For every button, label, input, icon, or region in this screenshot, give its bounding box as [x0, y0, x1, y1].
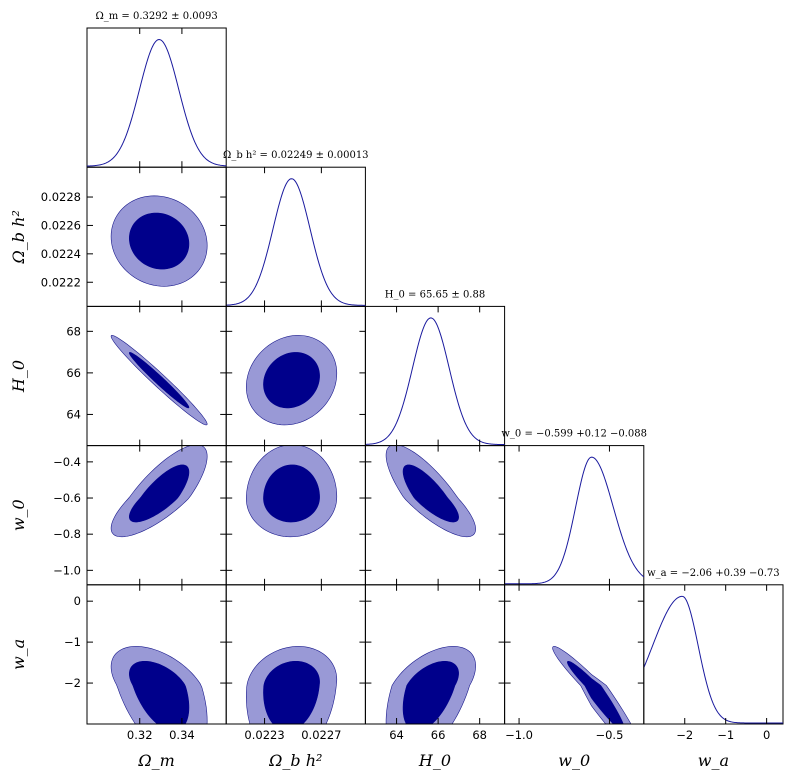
marginal-title-w0: w_0 = −0.599 +0.12 −0.088 — [501, 429, 647, 440]
xtick-label-H0: 66 — [431, 728, 446, 742]
contour-group-omega_m-H0 — [110, 335, 208, 426]
marginal-title-wa: w_a = −2.06 +0.39 −0.73 — [647, 568, 780, 579]
xtick-label-w0: −1.0 — [505, 728, 533, 742]
marginal-curve-wa — [643, 595, 783, 724]
contour-68-omega_b_h2-w0 — [263, 464, 320, 523]
xtick-label-omega_b_h2: 0.0227 — [301, 728, 341, 742]
contour-group-omega_m-w0 — [110, 445, 208, 538]
xtick-label-wa: −1 — [717, 728, 734, 742]
contour-68-omega_m-wa — [129, 660, 190, 724]
xtick-label-wa: 0 — [763, 728, 770, 742]
yaxis-label-omega_b_h2: Ω_b h² — [9, 210, 28, 264]
panel-frame-w0-wa — [504, 584, 645, 725]
contour-group-omega_m-wa — [110, 646, 208, 724]
ytick-label-wa: −2 — [64, 676, 81, 690]
xaxis-label-H0: H_0 — [418, 751, 451, 770]
contour-68-omega_m-omega_b_h2 — [129, 212, 190, 270]
xtick-label-w0: −0.5 — [595, 728, 623, 742]
yaxis-label-H0: H_0 — [9, 360, 28, 393]
marginal-curve-omega_m — [86, 39, 227, 167]
ytick-label-H0: 64 — [66, 407, 81, 421]
contour-68-omega_m-H0 — [129, 352, 190, 409]
marginal-curve-H0 — [365, 317, 505, 446]
xaxis-label-omega_m: Ω_m — [137, 751, 174, 770]
xtick-label-H0: 64 — [389, 728, 404, 742]
ytick-label-w0: −1.0 — [53, 563, 81, 577]
ytick-label-w0: −0.6 — [53, 491, 81, 505]
diag-frame-omega_m — [86, 27, 227, 168]
ytick-label-H0: 68 — [66, 324, 81, 338]
contour-68-omega_m-w0 — [129, 464, 190, 523]
xaxis-label-w0: w_0 — [558, 751, 590, 770]
yaxis-label-w0: w_0 — [9, 499, 28, 531]
contour-group-omega_b_h2-wa — [245, 646, 338, 724]
contour-group-H0-w0 — [385, 445, 476, 538]
ytick-label-wa: −1 — [64, 635, 81, 649]
ytick-label-omega_b_h2: 0.0222 — [41, 275, 81, 289]
marginal-title-omega_b_h2: Ω_b h² = 0.02249 ± 0.00013 — [223, 150, 369, 161]
contour-group-omega_b_h2-H0 — [245, 335, 338, 426]
xtick-label-omega_b_h2: 0.0223 — [244, 728, 284, 742]
ytick-label-w0: −0.8 — [53, 527, 81, 541]
diag-frame-H0 — [364, 305, 506, 447]
contour-group-omega_m-omega_b_h2 — [110, 195, 208, 287]
ytick-label-H0: 66 — [66, 366, 81, 380]
yaxis-label-wa: w_a — [9, 639, 28, 670]
xaxis-label-wa: w_a — [698, 751, 729, 770]
contour-68-omega_b_h2-H0 — [263, 352, 320, 409]
ytick-label-w0: −0.4 — [53, 455, 81, 469]
marginal-curve-omega_b_h2 — [226, 178, 366, 306]
contour-68-H0-wa — [402, 660, 459, 724]
marginal-title-omega_m: Ω_m = 0.3292 ± 0.0093 — [95, 11, 217, 22]
contour-group-omega_b_h2-w0 — [245, 445, 338, 538]
xtick-label-omega_m: 0.34 — [169, 728, 195, 742]
xtick-label-H0: 68 — [472, 728, 487, 742]
contour-group-H0-wa — [385, 646, 476, 724]
ytick-label-omega_b_h2: 0.0228 — [41, 190, 81, 204]
xtick-label-wa: −2 — [676, 728, 693, 742]
xaxis-label-omega_b_h2: Ω_b h² — [268, 751, 322, 770]
marginal-title-H0: H_0 = 65.65 ± 0.88 — [385, 289, 485, 300]
ytick-label-wa: 0 — [74, 594, 81, 608]
ytick-label-omega_b_h2: 0.0226 — [41, 218, 81, 232]
contour-68-omega_b_h2-wa — [263, 660, 320, 724]
contour-group-w0-wa — [552, 646, 632, 724]
marginal-curve-w0 — [504, 456, 645, 585]
ytick-label-omega_b_h2: 0.0224 — [41, 247, 81, 261]
diag-frame-omega_b_h2 — [225, 166, 366, 307]
contour-68-H0-w0 — [402, 464, 459, 523]
xtick-label-omega_m: 0.32 — [127, 728, 153, 742]
contour-68-w0-wa — [567, 660, 624, 724]
